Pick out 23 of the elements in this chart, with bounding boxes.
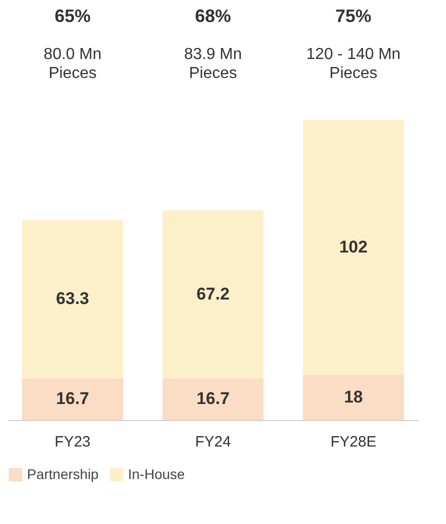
data-label: 16.7: [56, 389, 90, 408]
x-tick-label: FY23: [54, 434, 91, 450]
data-label: 67.2: [196, 284, 230, 304]
x-tick-label: FY24: [195, 434, 231, 450]
bar: [22, 378, 124, 420]
text: 120 - 140 Mn Pieces: [306, 46, 401, 82]
bar: [162, 378, 264, 420]
data-label: 102: [339, 238, 368, 256]
bar: [302, 120, 404, 375]
bar: [22, 220, 124, 378]
text: 68%: [194, 6, 232, 26]
bar: [302, 375, 404, 420]
data-label: 16.7: [196, 389, 230, 408]
text: 75%: [335, 6, 372, 26]
data-label: 63.3: [56, 289, 90, 308]
text: 65%: [54, 6, 91, 26]
text: 80.0 Mn Pieces: [44, 46, 102, 82]
text: 83.9 Mn Pieces: [184, 46, 242, 82]
data-label: 18: [344, 388, 363, 406]
legend-label: In-House: [128, 466, 186, 482]
bar: [162, 210, 264, 378]
x-tick-label: FY28E: [330, 434, 376, 450]
legend-label: Partnership: [27, 466, 99, 482]
